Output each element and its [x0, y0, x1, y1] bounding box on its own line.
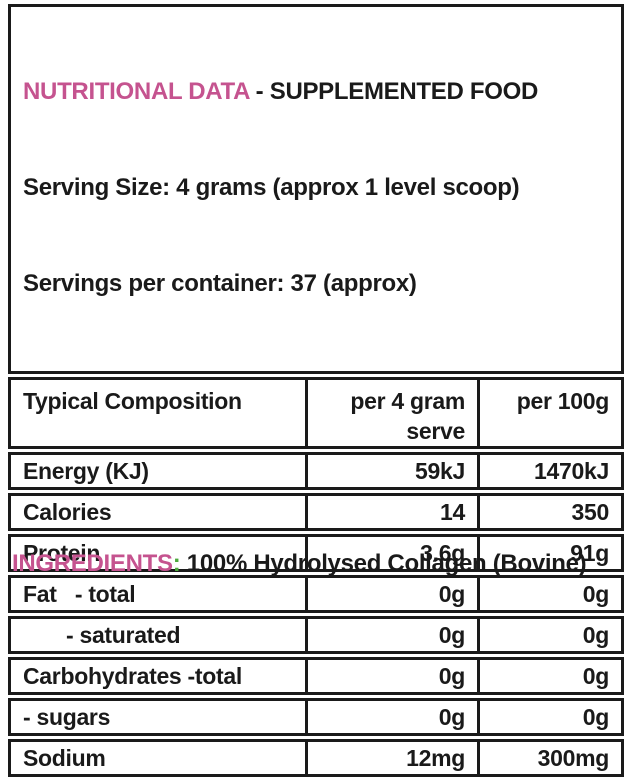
- serving-size-line: Serving Size: 4 grams (approx 1 level sc…: [23, 174, 520, 201]
- table-row-energy: Energy (KJ) 59kJ 1470kJ: [8, 452, 624, 490]
- label-header-block: NUTRITIONAL DATA - SUPPLEMENTED FOOD Ser…: [8, 4, 624, 374]
- per-serve-value: 0g: [305, 619, 477, 651]
- row-label: Energy (KJ): [23, 457, 149, 484]
- per-serve-value: 0g: [305, 660, 477, 692]
- per-100g-value: 350: [477, 496, 621, 528]
- per-100g-value: 0g: [477, 578, 621, 610]
- table-row-fat-saturated: - saturated 0g 0g: [8, 616, 624, 654]
- title-separator: -: [249, 78, 270, 105]
- per-serve-value: 14: [305, 496, 477, 528]
- ingredients-label: INGREDIENTS: [12, 550, 173, 577]
- servings-per-container-line: Servings per container: 37 (approx): [23, 270, 417, 297]
- brand-title: NUTRITIONAL DATA: [23, 78, 250, 105]
- table-row-calories: Calories 14 350: [8, 493, 624, 531]
- row-label: - sugars: [23, 703, 111, 730]
- table-row-sodium: Sodium 12mg 300mg: [8, 739, 624, 777]
- nutrition-label: NUTRITIONAL DATA - SUPPLEMENTED FOOD Ser…: [8, 4, 624, 780]
- per-100g-value: 0g: [477, 619, 621, 651]
- table-row-carbohydrates-total: Carbohydrates -total 0g 0g: [8, 657, 624, 695]
- title-line: NUTRITIONAL DATA - SUPPLEMENTED FOOD: [23, 76, 609, 108]
- per-serve-value: 3.6g: [305, 537, 477, 569]
- table-header-row: Typical Composition per 4 gram serve per…: [8, 377, 624, 449]
- per-100g-value: 1470kJ: [477, 455, 621, 487]
- per-100g-value: 0g: [477, 660, 621, 692]
- per-100g-value: 91g: [477, 537, 621, 569]
- table-row-fat-total: Fat - total 0g 0g: [8, 575, 624, 613]
- ingredients-line: INGREDIENTS: 100% Hydrolysed Collagen (B…: [12, 550, 587, 578]
- row-label: Fat - total: [23, 580, 136, 607]
- column-header-composition: Typical Composition: [23, 388, 242, 414]
- per-serve-value: 12mg: [305, 742, 477, 774]
- per-serve-value: 0g: [305, 578, 477, 610]
- ingredients-value: 100% Hydrolysed Collagen (Bovine): [186, 550, 587, 577]
- per-100g-value: 0g: [477, 701, 621, 733]
- column-header-per-serve: per 4 gram serve: [305, 380, 477, 446]
- row-label: Protein: [23, 539, 101, 566]
- per-100g-value: 300mg: [477, 742, 621, 774]
- title-subtitle: SUPPLEMENTED FOOD: [269, 78, 539, 105]
- row-label: Carbohydrates -total: [23, 662, 242, 689]
- column-header-per-100g: per 100g: [477, 380, 621, 446]
- table-row-protein: Protein 3.6g 91g: [8, 534, 624, 572]
- row-label: Calories: [23, 498, 112, 525]
- per-serve-value: 59kJ: [305, 455, 477, 487]
- table-row-sugars: - sugars 0g 0g: [8, 698, 624, 736]
- row-label: - saturated: [66, 621, 181, 648]
- ingredients-colon: :: [172, 550, 181, 577]
- per-serve-value: 0g: [305, 701, 477, 733]
- row-label: Sodium: [23, 744, 106, 771]
